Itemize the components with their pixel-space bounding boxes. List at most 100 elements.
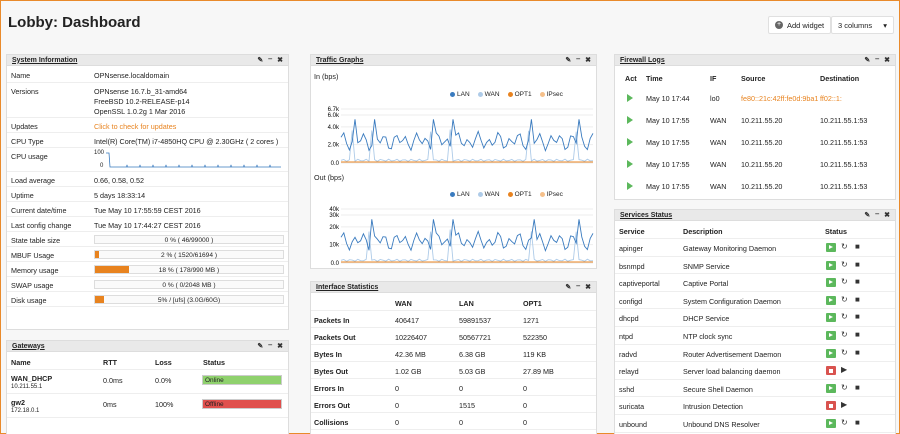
legend-item[interactable]: LAN: [450, 191, 470, 198]
edit-icon[interactable]: ✎: [864, 57, 871, 64]
close-icon[interactable]: ✖: [585, 57, 591, 64]
edit-icon[interactable]: ✎: [257, 343, 264, 350]
log-destination[interactable]: ff02::1:: [820, 94, 842, 103]
legend-item[interactable]: LAN: [450, 91, 470, 98]
sysinfo-row: Disk usage 5% / [ufs] (3.0G/60G): [7, 292, 288, 307]
firewall-log-row[interactable]: May 10 17:55 WAN 10.211.55.20 10.211.55.1:5…: [615, 153, 895, 175]
service-row: unbound Unbound DNS Resolver ↻ ■: [615, 415, 895, 433]
minimize-icon[interactable]: ‒: [576, 283, 581, 290]
restart-icon[interactable]: ↻: [841, 382, 848, 392]
legend-item[interactable]: OPT1: [507, 91, 532, 98]
widget-title[interactable]: Firewall Logs: [620, 56, 665, 64]
stop-icon[interactable]: ■: [855, 347, 860, 357]
restart-icon[interactable]: ↻: [841, 312, 848, 322]
gateway-row: gw2 172.18.0.1 0ms 100% Offline: [7, 394, 288, 418]
ifstats-value: 5.03 GB: [459, 367, 486, 376]
minimize-icon[interactable]: ‒: [576, 56, 581, 63]
edit-icon[interactable]: ✎: [864, 212, 871, 219]
restart-icon[interactable]: ↻: [841, 330, 848, 339]
restart-icon[interactable]: ↻: [841, 294, 848, 304]
legend-dot-icon: [539, 191, 545, 197]
log-interface: lo0: [710, 94, 720, 103]
sysinfo-row: Uptime 5 days 18:33:14: [7, 187, 288, 202]
service-running-icon: [826, 313, 836, 323]
start-icon[interactable]: ▶: [841, 365, 848, 375]
service-description: DHCP Service: [683, 314, 730, 324]
close-icon[interactable]: ✖: [277, 57, 283, 64]
close-icon[interactable]: ✖: [277, 343, 283, 350]
usage-fill: [95, 251, 99, 258]
col-header-status: Status: [203, 358, 225, 367]
col-header-wan: WAN: [395, 299, 412, 308]
stop-icon[interactable]: ■: [855, 330, 860, 339]
edit-icon[interactable]: ✎: [257, 57, 264, 64]
check-updates-link[interactable]: Click to check for updates: [94, 122, 177, 131]
legend-dot-icon: [507, 191, 513, 197]
stop-icon[interactable]: ■: [855, 277, 860, 287]
col-header-source: Source: [741, 74, 766, 83]
minimize-icon[interactable]: ‒: [268, 56, 273, 63]
minimize-icon[interactable]: ‒: [875, 211, 880, 218]
columns-select[interactable]: 3 columns ▾: [831, 16, 894, 34]
service-description: Unbound DNS Resolver: [683, 420, 760, 429]
service-description: Gateway Monitoring Daemon: [683, 244, 777, 253]
ifstats-label: Packets In: [314, 316, 350, 325]
legend-dot-icon: [507, 91, 513, 97]
firewall-log-row[interactable]: May 10 17:55 WAN 10.211.55.20 10.211.55.1:5…: [615, 131, 895, 153]
service-row: sshd Secure Shell Daemon ↻ ■: [615, 380, 895, 398]
legend-item[interactable]: OPT1: [507, 191, 532, 198]
ifstats-value: 27.89 MB: [523, 367, 554, 376]
out-graph-label: Out (bps): [314, 173, 344, 182]
sysinfo-row: Last config change Tue May 10 17:44:27 CE…: [7, 217, 288, 232]
service-name: sshd: [619, 384, 635, 394]
stop-icon[interactable]: ■: [855, 259, 860, 269]
widget-title[interactable]: System Information: [12, 56, 78, 64]
lan-series-line: [340, 119, 594, 153]
ifstats-value: 0: [459, 384, 463, 393]
sysinfo-label: Versions: [11, 87, 39, 96]
restart-icon[interactable]: ↻: [841, 277, 848, 287]
sysinfo-label: SWAP usage: [11, 281, 54, 290]
service-name: suricata: [619, 402, 645, 412]
close-icon[interactable]: ✖: [884, 57, 890, 64]
widget-title[interactable]: Interface Statistics: [316, 283, 379, 291]
traffic-graphs-widget: Traffic Graphs ✎ ‒ ✖ In (bps) Out (bps) LA…: [310, 54, 597, 269]
firewall-log-row[interactable]: May 10 17:55 WAN 10.211.55.20 10.211.55.1:5…: [615, 175, 895, 197]
legend-item[interactable]: IPsec: [539, 91, 563, 98]
add-widget-button[interactable]: + Add widget: [768, 16, 832, 34]
restart-icon[interactable]: ↻: [841, 418, 848, 427]
firewall-log-row[interactable]: May 10 17:55 WAN 10.211.55.20 10.211.55.1:5…: [615, 109, 895, 131]
close-icon[interactable]: ✖: [884, 212, 890, 219]
restart-icon[interactable]: ↻: [841, 242, 848, 251]
sysinfo-value: OPNsense.localdomain: [94, 71, 170, 80]
log-source[interactable]: fe80::21c:42ff:fe0d:9ba1: [741, 94, 819, 103]
stop-icon[interactable]: ■: [855, 242, 860, 251]
legend-item[interactable]: WAN: [477, 91, 500, 98]
widget-title[interactable]: Gateways: [12, 342, 45, 350]
minimize-icon[interactable]: ‒: [875, 56, 880, 63]
service-description: Intrusion Detection: [683, 402, 743, 412]
stop-icon[interactable]: ■: [855, 312, 860, 322]
edit-icon[interactable]: ✎: [565, 284, 572, 291]
page-title: Lobby: Dashboard: [8, 14, 141, 31]
stop-icon[interactable]: ■: [855, 294, 860, 304]
log-destination: 10.211.55.1:53: [820, 160, 868, 169]
minimize-icon[interactable]: ‒: [268, 342, 273, 349]
start-icon[interactable]: ▶: [841, 400, 848, 410]
widget-title[interactable]: Services Status: [620, 211, 673, 219]
edit-icon[interactable]: ✎: [565, 57, 572, 64]
sysinfo-label: State table size: [11, 236, 61, 245]
stop-icon[interactable]: ■: [855, 382, 860, 392]
restart-icon[interactable]: ↻: [841, 347, 848, 357]
restart-icon[interactable]: ↻: [841, 259, 848, 269]
sysinfo-label: Current date/time: [11, 206, 67, 215]
widget-title[interactable]: Traffic Graphs: [316, 56, 364, 64]
firewall-log-row[interactable]: May 10 17:44 lo0 fe80::21c:42ff:fe0d:9ba1 f…: [615, 87, 895, 109]
cpu-usage-sparkline: [106, 152, 281, 168]
ifstats-value: 406417: [395, 316, 419, 325]
legend-item[interactable]: IPsec: [539, 191, 563, 198]
stop-icon[interactable]: ■: [855, 418, 860, 427]
legend-item[interactable]: WAN: [477, 191, 500, 198]
close-icon[interactable]: ✖: [585, 284, 591, 291]
